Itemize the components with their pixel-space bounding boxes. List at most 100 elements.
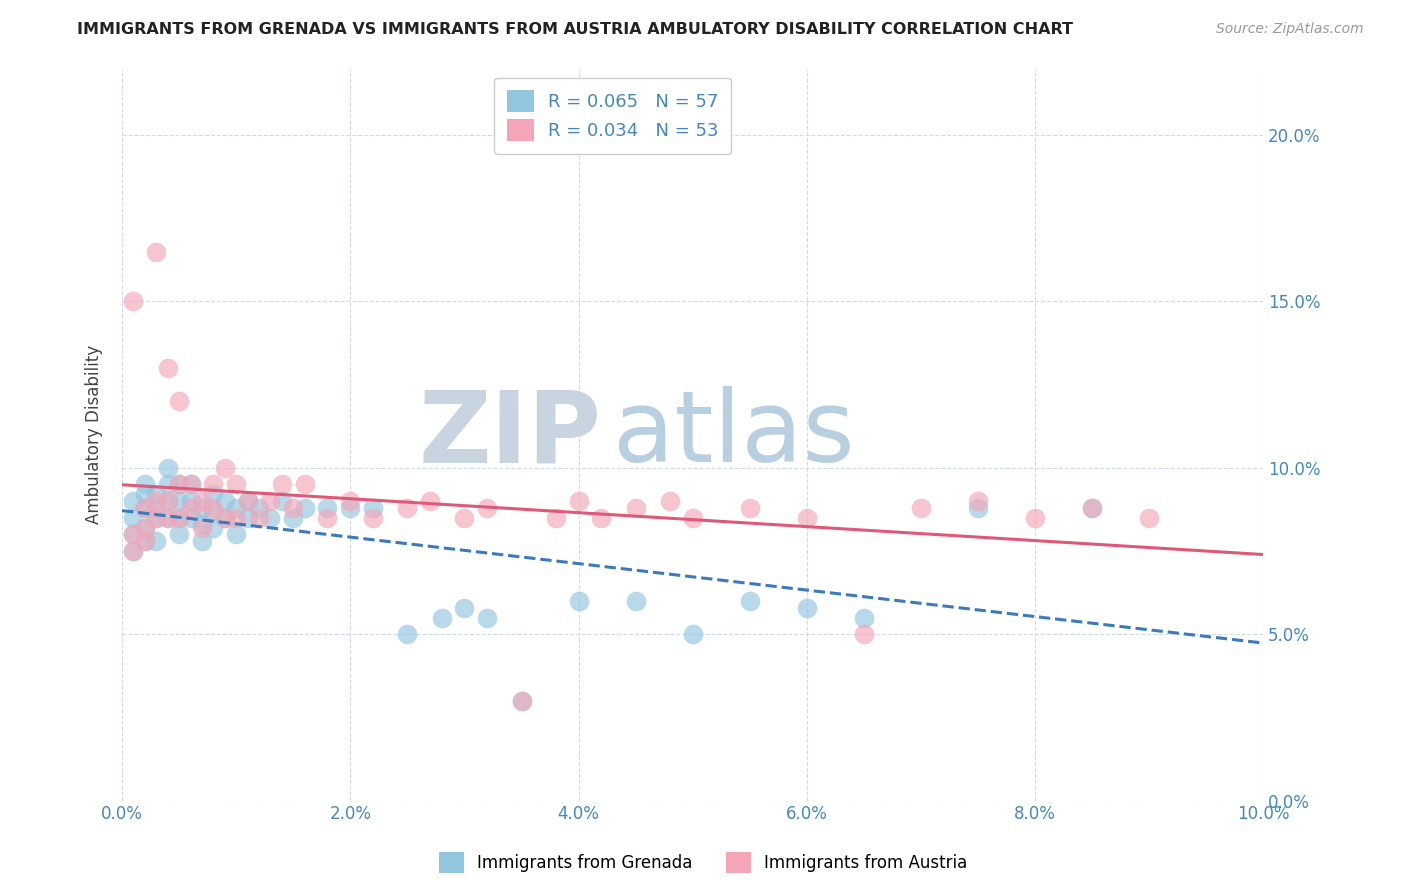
Point: [122, 544, 145, 558]
Point: [156, 477, 179, 491]
Text: IMMIGRANTS FROM GRENADA VS IMMIGRANTS FROM AUSTRIA AMBULATORY DISABILITY CORRELA: IMMIGRANTS FROM GRENADA VS IMMIGRANTS FR…: [77, 22, 1073, 37]
Point: [122, 494, 145, 508]
Point: [510, 694, 533, 708]
Point: [122, 527, 145, 541]
Point: [225, 510, 247, 524]
Point: [738, 594, 761, 608]
Point: [682, 627, 704, 641]
Point: [658, 494, 681, 508]
Y-axis label: Ambulatory Disability: Ambulatory Disability: [86, 345, 103, 524]
Point: [180, 494, 202, 508]
Point: [167, 394, 190, 409]
Point: [191, 534, 214, 549]
Point: [191, 521, 214, 535]
Point: [180, 510, 202, 524]
Point: [852, 627, 875, 641]
Point: [134, 500, 156, 515]
Point: [191, 494, 214, 508]
Point: [419, 494, 441, 508]
Point: [236, 494, 259, 508]
Point: [967, 500, 990, 515]
Point: [339, 500, 361, 515]
Point: [167, 477, 190, 491]
Point: [910, 500, 932, 515]
Point: [225, 477, 247, 491]
Point: [134, 487, 156, 501]
Point: [156, 510, 179, 524]
Point: [122, 527, 145, 541]
Point: [122, 544, 145, 558]
Point: [567, 494, 589, 508]
Point: [156, 460, 179, 475]
Point: [214, 460, 236, 475]
Point: [145, 244, 167, 259]
Point: [1137, 510, 1160, 524]
Point: [167, 494, 190, 508]
Point: [294, 477, 316, 491]
Point: [259, 510, 281, 524]
Point: [214, 494, 236, 508]
Text: Source: ZipAtlas.com: Source: ZipAtlas.com: [1216, 22, 1364, 37]
Point: [236, 510, 259, 524]
Point: [259, 494, 281, 508]
Point: [624, 500, 647, 515]
Point: [134, 534, 156, 549]
Point: [477, 610, 499, 624]
Point: [247, 510, 270, 524]
Point: [339, 494, 361, 508]
Point: [122, 510, 145, 524]
Point: [316, 510, 339, 524]
Point: [214, 510, 236, 524]
Point: [180, 477, 202, 491]
Point: [134, 521, 156, 535]
Point: [167, 477, 190, 491]
Point: [145, 500, 167, 515]
Point: [270, 494, 292, 508]
Point: [396, 500, 419, 515]
Text: atlas: atlas: [613, 386, 855, 483]
Point: [247, 500, 270, 515]
Point: [167, 510, 190, 524]
Point: [145, 494, 167, 508]
Point: [967, 494, 990, 508]
Point: [682, 510, 704, 524]
Point: [134, 534, 156, 549]
Point: [145, 510, 167, 524]
Point: [145, 510, 167, 524]
Point: [430, 610, 453, 624]
Point: [202, 521, 225, 535]
Point: [361, 500, 384, 515]
Point: [852, 610, 875, 624]
Point: [225, 500, 247, 515]
Point: [191, 500, 214, 515]
Point: [145, 487, 167, 501]
Point: [202, 477, 225, 491]
Point: [396, 627, 419, 641]
Point: [283, 510, 305, 524]
Point: [191, 517, 214, 532]
Point: [1081, 500, 1104, 515]
Point: [294, 500, 316, 515]
Text: ZIP: ZIP: [419, 386, 602, 483]
Point: [134, 500, 156, 515]
Point: [738, 500, 761, 515]
Point: [624, 594, 647, 608]
Legend: R = 0.065   N = 57, R = 0.034   N = 53: R = 0.065 N = 57, R = 0.034 N = 53: [494, 78, 731, 154]
Point: [145, 534, 167, 549]
Point: [1081, 500, 1104, 515]
Legend: Immigrants from Grenada, Immigrants from Austria: Immigrants from Grenada, Immigrants from…: [432, 846, 974, 880]
Point: [134, 521, 156, 535]
Point: [591, 510, 613, 524]
Point: [283, 500, 305, 515]
Point: [270, 477, 292, 491]
Point: [156, 510, 179, 524]
Point: [202, 487, 225, 501]
Point: [134, 477, 156, 491]
Point: [1024, 510, 1046, 524]
Point: [510, 694, 533, 708]
Point: [122, 294, 145, 309]
Point: [544, 510, 567, 524]
Point: [453, 510, 475, 524]
Point: [202, 504, 225, 518]
Point: [156, 361, 179, 376]
